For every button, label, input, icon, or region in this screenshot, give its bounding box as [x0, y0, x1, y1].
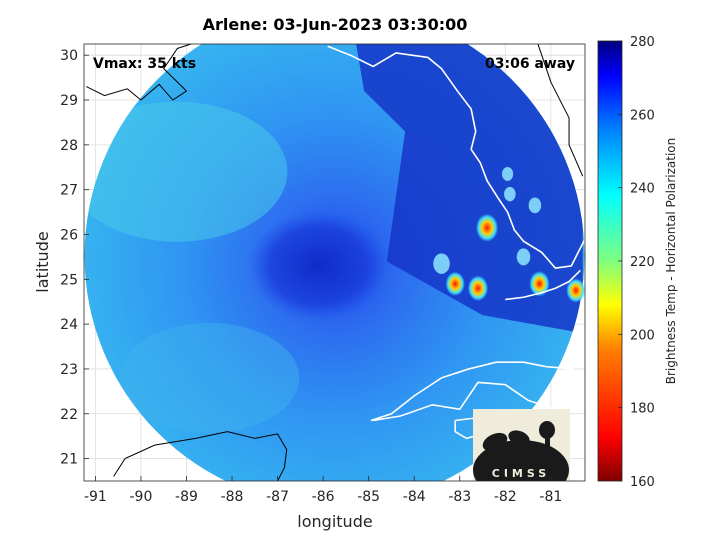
- y-axis: 21 22 23 24 25 26 27 28 29 30: [60, 48, 89, 468]
- colorbar-tick-label: 200: [630, 328, 655, 343]
- convective-cell: [529, 271, 550, 297]
- x-tick-label: -87: [266, 489, 289, 505]
- swath-layer: CIMSS: [84, 44, 585, 481]
- colorbar-tick-label: 260: [630, 108, 655, 123]
- y-tick-label: 21: [60, 452, 78, 468]
- x-tick-label: -85: [357, 489, 380, 505]
- coastlines-outside-swath: [86, 44, 584, 481]
- y-axis-label: latitude: [33, 231, 52, 292]
- y-tick-label: 29: [60, 93, 78, 109]
- colorbar-label: Brightness Temp - Horizontal Polarizatio…: [664, 138, 678, 385]
- x-tick-label: -83: [448, 489, 471, 505]
- y-tick-label: 25: [60, 272, 78, 288]
- colorbar-ticks: 160 180 200 220 240 260 280: [618, 35, 655, 490]
- x-tick-label: -84: [403, 489, 426, 505]
- y-tick-label: 28: [60, 138, 78, 154]
- x-tick-label: -81: [539, 489, 562, 505]
- logo-dish-left: [482, 432, 508, 452]
- colorbar-tick-label: 160: [630, 475, 655, 490]
- away-annotation: 03:06 away: [485, 56, 575, 72]
- y-tick-label: 27: [60, 183, 78, 199]
- convective-cell: [445, 271, 465, 296]
- x-tick-label: -89: [175, 489, 198, 505]
- x-tick-label: -86: [312, 489, 335, 505]
- convective-cell: [516, 248, 531, 266]
- convective-cell: [501, 166, 514, 181]
- logo-tower: [545, 430, 550, 458]
- y-tick-label: 23: [60, 362, 78, 378]
- x-tick-label: -90: [129, 489, 152, 505]
- logo-dish-right: [508, 430, 530, 446]
- colorbar-tick-label: 180: [630, 402, 655, 417]
- x-tick-label: -91: [84, 489, 107, 505]
- cyclone-center: [248, 210, 389, 321]
- cimss-logo: CIMSS: [473, 409, 570, 481]
- vmax-annotation: Vmax: 35 kts: [93, 56, 196, 72]
- warm-region-west: [119, 322, 300, 433]
- x-tick-label: -88: [221, 489, 244, 505]
- convective-cell: [475, 213, 499, 242]
- logo-horizon: [473, 440, 569, 481]
- plot-frame: [83, 43, 586, 482]
- y-tick-label: 24: [60, 317, 78, 333]
- convective-cell: [433, 253, 450, 274]
- convective-cell: [467, 275, 489, 302]
- colorbar-tick-label: 220: [630, 255, 655, 270]
- colorbar-tick-label: 240: [630, 182, 655, 197]
- y-tick-label: 22: [60, 407, 78, 423]
- convective-cell: [528, 197, 542, 214]
- convective-cell: [504, 186, 516, 202]
- x-tick-label: -82: [494, 489, 517, 505]
- logo-dome: [539, 421, 555, 439]
- chart-title: Arlene: 03-Jun-2023 03:30:00: [203, 15, 468, 34]
- logo-text: CIMSS: [492, 467, 550, 480]
- convective-cell: [566, 278, 585, 303]
- x-axis-label: longitude: [297, 512, 372, 531]
- x-axis: -91 -90 -89 -88 -87 -86 -85 -84 -83 -82 -81: [84, 476, 562, 505]
- colorbar-tick-label: 280: [630, 35, 655, 50]
- warm-region-northwest: [84, 101, 288, 242]
- y-tick-label: 26: [60, 227, 78, 243]
- y-tick-label: 30: [60, 48, 78, 64]
